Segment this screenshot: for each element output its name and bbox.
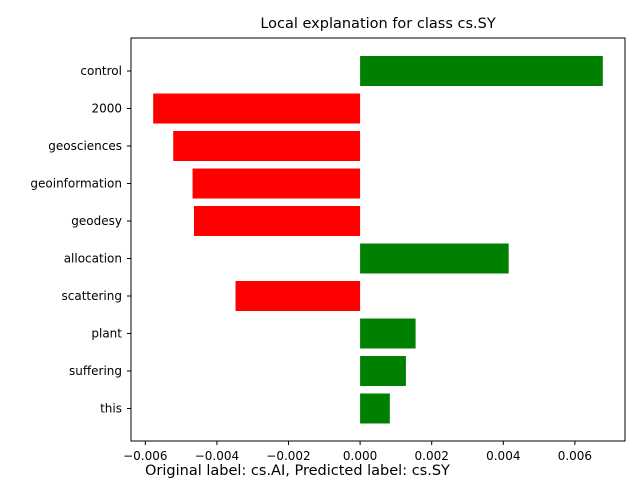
y-tick-label: suffering <box>69 364 122 378</box>
bar-plant <box>360 318 416 349</box>
x-tick-label: 0.004 <box>486 449 520 463</box>
bar-scattering <box>235 281 361 311</box>
x-tick-label: 0.006 <box>558 449 592 463</box>
y-tick-label: geoinformation <box>30 177 122 191</box>
bar-geosciences <box>173 131 361 161</box>
x-tick-label: −0.006 <box>123 449 167 463</box>
y-tick-label: control <box>80 64 122 78</box>
y-tick-label: geodesy <box>71 214 122 228</box>
x-tick-label: 0.002 <box>415 449 449 463</box>
x-axis-ticks: −0.006 −0.004 −0.002 0.000 0.002 0.004 0.006 <box>123 441 592 463</box>
x-tick-label: −0.004 <box>195 449 239 463</box>
bar-control <box>360 56 603 86</box>
bar-suffering <box>360 356 406 386</box>
bars-group <box>153 56 603 424</box>
y-tick-label: plant <box>91 327 122 341</box>
chart-caption: Original label: cs.AI, Predicted label: … <box>145 463 450 479</box>
chart-title: Local explanation for class cs.SY <box>260 16 496 32</box>
y-tick-label: geosciences <box>48 139 122 153</box>
x-tick-label: 0.000 <box>343 449 377 463</box>
bar-geoinformation <box>192 168 361 199</box>
x-tick-label: −0.002 <box>266 449 310 463</box>
y-axis-ticks: control 2000 geosciences geoinformation geod… <box>30 64 131 416</box>
bar-allocation <box>360 243 509 274</box>
bar-geodesy <box>194 206 361 236</box>
axes-frame <box>130 37 626 442</box>
y-tick-label: allocation <box>64 252 122 266</box>
y-tick-label: scattering <box>62 289 123 303</box>
bar-2000 <box>153 93 361 124</box>
y-tick-label: this <box>100 402 122 416</box>
y-tick-label: 2000 <box>91 102 122 116</box>
bar-this <box>360 393 390 424</box>
